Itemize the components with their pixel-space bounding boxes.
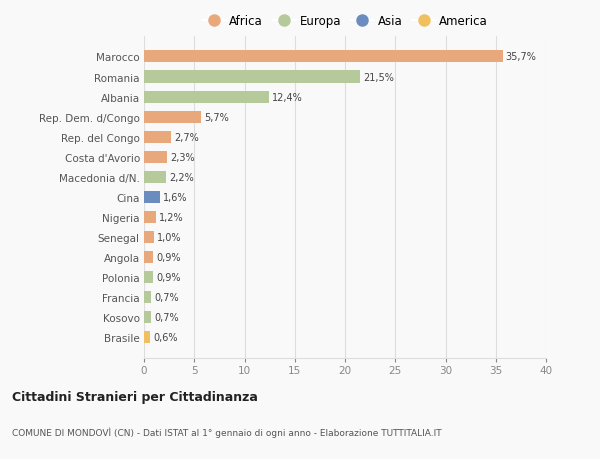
Text: 1,6%: 1,6%: [163, 192, 188, 202]
Bar: [144, 252, 153, 263]
Bar: [144, 71, 360, 84]
Bar: [144, 331, 150, 343]
Text: 5,7%: 5,7%: [204, 112, 229, 123]
Text: Cittadini Stranieri per Cittadinanza: Cittadini Stranieri per Cittadinanza: [12, 390, 258, 403]
Bar: [144, 151, 167, 163]
Bar: [144, 191, 160, 203]
Text: 0,7%: 0,7%: [154, 292, 179, 302]
Text: COMUNE DI MONDOVÌ (CN) - Dati ISTAT al 1° gennaio di ogni anno - Elaborazione TU: COMUNE DI MONDOVÌ (CN) - Dati ISTAT al 1…: [12, 427, 442, 437]
Text: 2,3%: 2,3%: [170, 152, 195, 162]
Legend: Africa, Europa, Asia, America: Africa, Europa, Asia, America: [197, 11, 493, 33]
Text: 21,5%: 21,5%: [363, 73, 394, 82]
Text: 1,0%: 1,0%: [157, 232, 182, 242]
Bar: [144, 171, 166, 183]
Text: 35,7%: 35,7%: [506, 52, 536, 62]
Text: 12,4%: 12,4%: [272, 92, 302, 102]
Bar: [144, 291, 151, 303]
Text: 0,9%: 0,9%: [156, 252, 181, 263]
Bar: [144, 271, 153, 283]
Bar: [144, 131, 171, 143]
Bar: [144, 112, 201, 123]
Bar: [144, 51, 503, 63]
Text: 1,2%: 1,2%: [159, 213, 184, 222]
Bar: [144, 231, 154, 243]
Bar: [144, 212, 156, 224]
Text: 2,7%: 2,7%: [174, 132, 199, 142]
Text: 0,6%: 0,6%: [153, 332, 178, 342]
Text: 2,2%: 2,2%: [169, 173, 194, 182]
Text: 0,7%: 0,7%: [154, 313, 179, 322]
Text: 0,9%: 0,9%: [156, 272, 181, 282]
Bar: [144, 91, 269, 103]
Bar: [144, 311, 151, 324]
